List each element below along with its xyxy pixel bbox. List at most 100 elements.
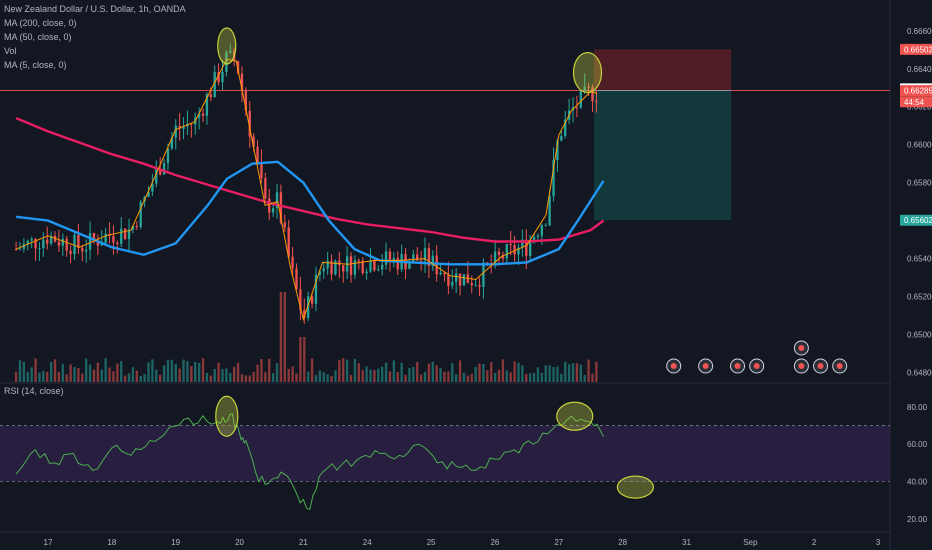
- event-icon[interactable]: [813, 358, 829, 374]
- candle-body: [544, 225, 547, 227]
- candle-body: [388, 251, 392, 262]
- volume-bar: [85, 358, 88, 382]
- volume-bar: [49, 362, 53, 382]
- candle-body: [451, 281, 454, 286]
- volume-bar: [69, 364, 72, 382]
- volume-bar: [334, 370, 337, 382]
- volume-bar: [435, 365, 438, 382]
- candle-body: [303, 310, 306, 318]
- volume-bar: [88, 364, 92, 382]
- ma200-legend[interactable]: MA (200, close, 0): [4, 18, 77, 28]
- volume-legend[interactable]: Vol: [4, 46, 17, 56]
- price-axis[interactable]: 0.666000.664000.662000.660000.658000.656…: [900, 27, 932, 524]
- candle-body: [14, 249, 18, 251]
- candle-body: [338, 260, 341, 266]
- time-tick-label: 26: [490, 538, 499, 547]
- volume-bar: [197, 363, 201, 382]
- volume-bar: [299, 337, 302, 382]
- time-tick-label: 28: [618, 538, 627, 547]
- volume-bar: [264, 372, 267, 382]
- volume-bar: [466, 375, 470, 382]
- candle-body: [384, 251, 388, 265]
- volume-bar: [384, 362, 388, 382]
- candle-body: [560, 136, 563, 141]
- candle-body: [521, 239, 524, 248]
- candle-body: [151, 183, 154, 192]
- take-profit-zone: [593, 90, 732, 221]
- volume-bar: [318, 370, 322, 382]
- candle-body: [268, 198, 271, 213]
- volume-bar: [248, 375, 251, 382]
- candle-body: [334, 260, 337, 275]
- volume-bar: [361, 370, 364, 382]
- event-icon[interactable]: [749, 358, 765, 374]
- volume-bar: [147, 362, 150, 382]
- rsi-highlight-1: [215, 395, 239, 437]
- candle-body: [30, 238, 33, 241]
- candle-body: [170, 137, 174, 149]
- time-tick-label: 17: [44, 538, 53, 547]
- candle-body: [283, 222, 286, 228]
- volume-bar: [388, 371, 392, 382]
- volume-bar: [486, 370, 489, 382]
- volume-bar: [497, 369, 501, 382]
- candle-body: [275, 192, 279, 209]
- rsi-tick-label: 80.00: [907, 403, 928, 412]
- candle-body: [159, 168, 162, 175]
- position-zones: [0, 49, 890, 221]
- candle-body: [85, 249, 88, 252]
- candle-body: [458, 273, 462, 286]
- volume-bar: [65, 374, 68, 382]
- volume-bar: [451, 362, 454, 382]
- time-tick-label: 31: [682, 538, 691, 547]
- candle-body: [57, 241, 61, 246]
- volume-bar: [221, 368, 224, 382]
- time-axis[interactable]: 17 18 19 20 21 24 25 26 27 28 31 Sep 2 3: [44, 538, 881, 547]
- event-icon[interactable]: [698, 358, 714, 374]
- candle-body: [587, 86, 590, 88]
- candle-body: [229, 50, 232, 53]
- event-icon[interactable]: [832, 358, 848, 374]
- event-icon[interactable]: [793, 358, 809, 374]
- volume-bar: [260, 358, 263, 382]
- volume-bar: [408, 367, 411, 382]
- candle-body: [217, 72, 220, 83]
- volume-bar: [295, 373, 298, 382]
- volume-bar: [396, 371, 399, 382]
- event-icon[interactable]: [730, 358, 746, 374]
- volume-bar: [552, 366, 555, 382]
- volume-bar: [279, 292, 283, 382]
- volume-bar: [482, 364, 485, 382]
- volume-bar: [120, 361, 123, 382]
- rsi-legend[interactable]: RSI (14, close): [4, 386, 64, 396]
- candle-body: [419, 260, 423, 262]
- rsi-highlight-3: [616, 475, 654, 499]
- candle-body: [439, 272, 442, 275]
- event-icon[interactable]: [793, 340, 809, 356]
- moving-averages: [15, 58, 605, 322]
- volume-bar: [583, 374, 586, 382]
- ma200-line: [15, 116, 605, 243]
- volume-bar: [194, 361, 197, 382]
- candle-body: [373, 260, 376, 271]
- volume-bar: [365, 366, 368, 382]
- price-label-text: 44:54: [904, 98, 925, 107]
- candle-body: [431, 255, 434, 266]
- candle-body: [81, 248, 84, 252]
- volume-bar: [81, 373, 84, 382]
- candle-body: [392, 257, 396, 262]
- event-icon[interactable]: [666, 358, 682, 374]
- event-icon-dot: [702, 363, 709, 369]
- event-icon-dot: [798, 363, 805, 369]
- candle-body: [330, 260, 333, 275]
- candle-body: [209, 94, 212, 98]
- candle-body: [69, 250, 72, 255]
- ma5-legend[interactable]: MA (5, close, 0): [4, 60, 67, 70]
- candle-body: [178, 125, 181, 129]
- ma50-legend[interactable]: MA (50, close, 0): [4, 32, 72, 42]
- event-icons[interactable]: [666, 340, 848, 374]
- candle-body: [478, 285, 481, 287]
